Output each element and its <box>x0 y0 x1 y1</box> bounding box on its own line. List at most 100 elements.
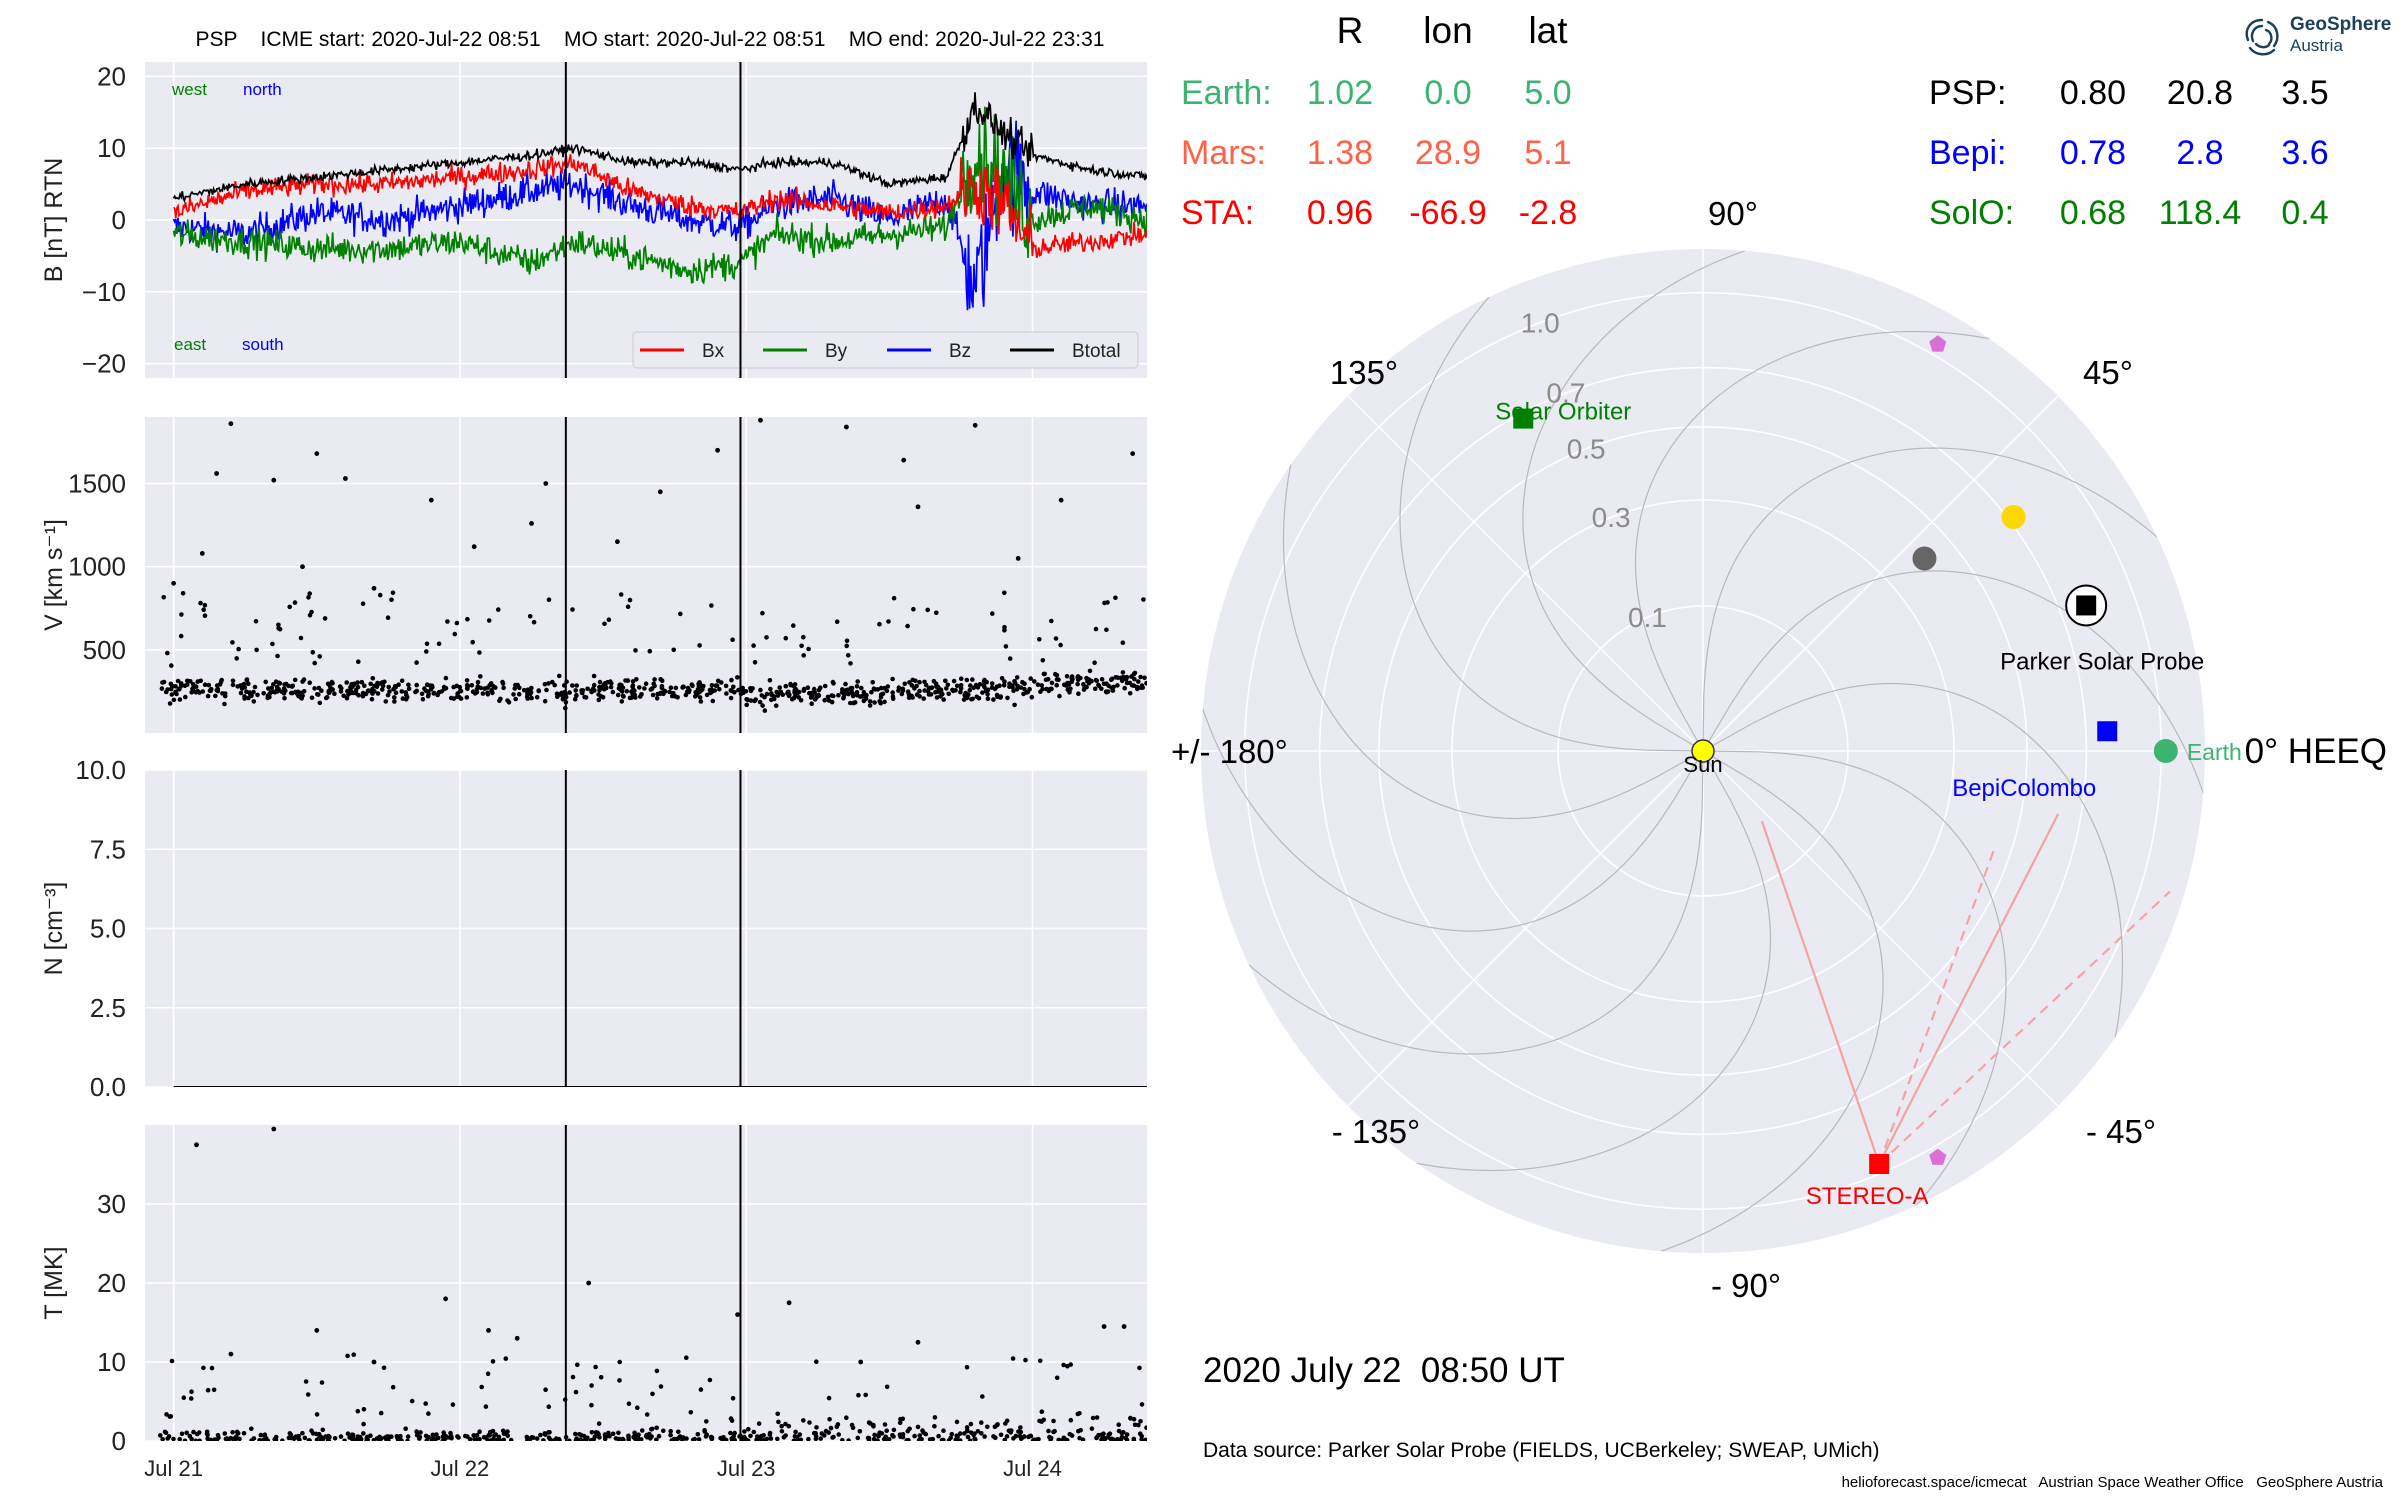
data-point <box>744 702 749 708</box>
data-point <box>163 689 169 695</box>
data-point <box>380 687 385 692</box>
data-point <box>698 688 703 694</box>
data-point <box>678 611 683 617</box>
data-point <box>591 682 597 688</box>
data-point <box>424 649 429 654</box>
logo-subtitle: Austria <box>2290 36 2343 55</box>
data-point <box>625 604 631 609</box>
data-point <box>746 1426 751 1432</box>
data-point <box>728 1430 733 1436</box>
data-point <box>489 688 495 693</box>
data-point <box>1111 684 1116 690</box>
data-point <box>230 682 236 688</box>
data-point <box>542 1431 548 1436</box>
data-point <box>228 421 234 427</box>
data-point <box>478 674 483 679</box>
data-point <box>573 1389 579 1395</box>
data-point <box>1137 1431 1143 1436</box>
data-point <box>1120 640 1126 645</box>
data-point <box>871 1436 877 1441</box>
data-point <box>280 1438 285 1441</box>
data-point <box>982 1434 987 1439</box>
data-point <box>277 626 283 632</box>
data-point <box>1018 1425 1023 1430</box>
y-tick-label: 30 <box>97 1189 126 1219</box>
data-point <box>234 1429 240 1435</box>
data-point <box>921 696 926 701</box>
data-point <box>238 683 243 688</box>
data-point <box>1058 642 1063 648</box>
data-point <box>929 685 935 690</box>
data-point <box>1131 1438 1137 1441</box>
data-point <box>1066 682 1072 687</box>
data-point <box>383 699 389 704</box>
data-point <box>882 1422 888 1427</box>
data-point <box>794 688 799 693</box>
data-point <box>270 641 275 647</box>
data-point <box>870 680 875 685</box>
data-point <box>276 680 282 686</box>
data-point <box>864 692 869 698</box>
y-axis-label: T [MK] <box>40 1246 68 1319</box>
data-point <box>1122 685 1127 691</box>
data-point <box>197 1438 202 1441</box>
data-point <box>609 681 614 686</box>
data-point <box>490 1428 496 1434</box>
data-point <box>392 699 397 704</box>
data-point <box>1061 682 1067 688</box>
y-tick-label: 1000 <box>68 552 126 582</box>
polar-ring <box>1378 426 2028 1076</box>
data-point <box>779 1429 785 1434</box>
data-point <box>970 696 975 702</box>
data-point <box>503 1356 509 1361</box>
data-point <box>703 1434 709 1439</box>
data-point <box>596 697 602 703</box>
data-point <box>266 686 271 691</box>
data-point <box>339 685 344 691</box>
polar-angle-label: 90° <box>1708 195 1758 232</box>
data-point <box>965 1434 971 1440</box>
data-point <box>292 600 298 605</box>
data-point <box>1136 1422 1141 1428</box>
data-point <box>329 679 335 685</box>
data-point <box>380 683 386 689</box>
data-point <box>252 684 258 690</box>
table-cell-r: 0.96 <box>1307 194 1373 232</box>
data-point <box>617 1378 622 1383</box>
data-point <box>762 694 767 700</box>
data-point <box>173 689 178 695</box>
data-point <box>405 1434 411 1439</box>
data-point <box>807 690 812 696</box>
data-point <box>591 673 597 679</box>
data-point <box>307 613 313 618</box>
data-point <box>858 1359 864 1365</box>
data-point <box>710 698 716 704</box>
data-point <box>261 691 267 696</box>
data-point <box>985 691 990 697</box>
data-point <box>598 694 604 699</box>
data-point <box>481 1435 487 1440</box>
data-point <box>854 684 860 689</box>
table-row-name: SolO: <box>1929 194 2014 232</box>
data-point <box>915 1339 921 1345</box>
data-point <box>828 1425 834 1431</box>
data-point <box>458 688 464 694</box>
data-point <box>1003 644 1009 649</box>
data-point <box>915 504 921 510</box>
data-point <box>596 1421 602 1426</box>
data-point <box>543 481 549 486</box>
data-point <box>796 695 802 700</box>
data-point <box>570 1374 576 1380</box>
panel-V: 1500 1000 500 V [km s⁻¹] <box>40 417 1147 733</box>
data-point <box>850 1425 856 1431</box>
data-point <box>884 1384 890 1390</box>
data-point <box>968 683 973 688</box>
data-point <box>786 1300 792 1306</box>
data-point <box>661 1428 666 1434</box>
data-point <box>441 686 447 692</box>
data-point <box>801 634 806 640</box>
data-point <box>194 1142 199 1148</box>
data-point <box>668 1429 673 1434</box>
data-point <box>419 691 425 697</box>
data-point <box>354 1438 359 1441</box>
